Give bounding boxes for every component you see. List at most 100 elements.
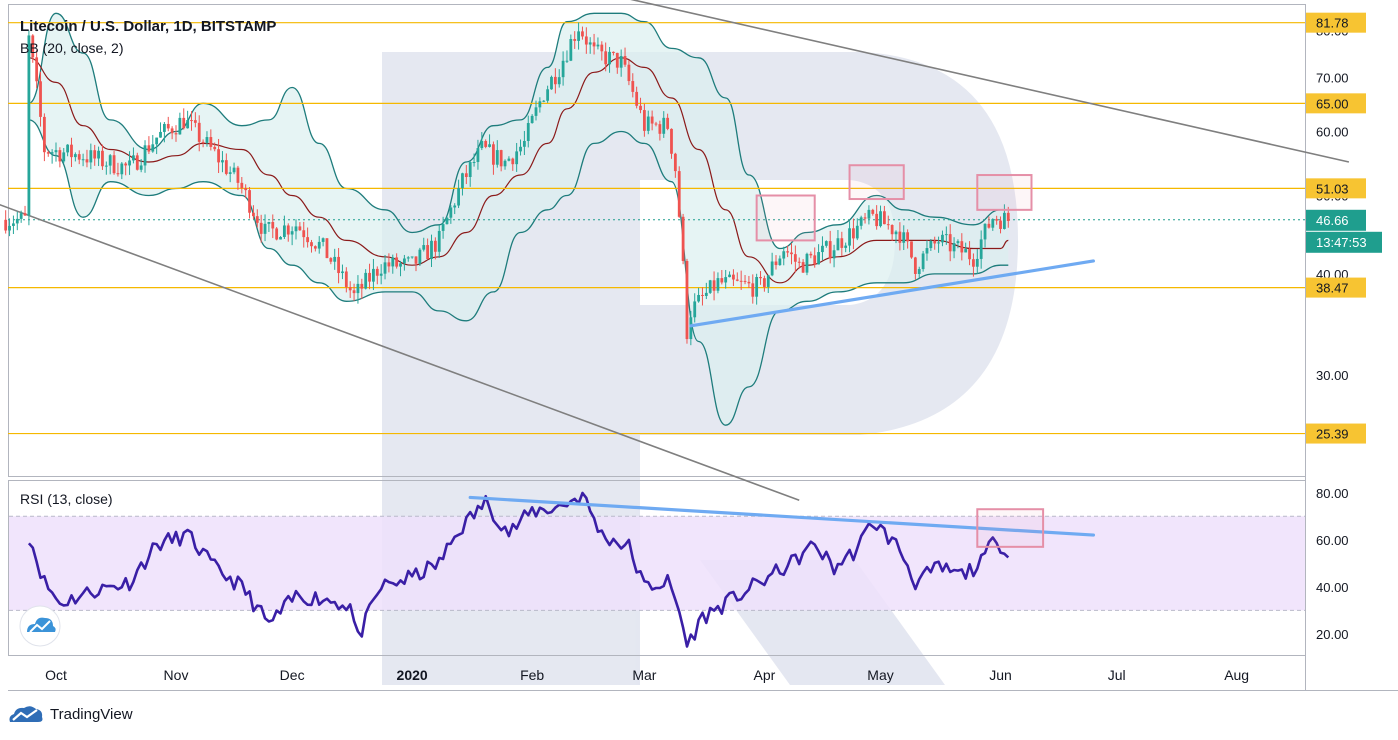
candle-body [925,248,929,254]
support-trendline[interactable] [689,259,1096,328]
candle [724,269,728,289]
candle [546,85,550,103]
candle-body [159,131,162,138]
candle-body [902,232,906,243]
candle [468,161,472,187]
candle-body [8,225,11,231]
candle [592,33,596,55]
candle [848,221,851,253]
candle-body [333,256,337,262]
rsi-resistance-line[interactable] [468,495,1096,537]
candle [913,256,917,280]
candle [391,254,395,274]
candle-body [232,167,236,173]
candles [4,22,1010,346]
candle-body [248,190,251,213]
candle-body [944,234,948,236]
candle-body [666,117,670,129]
candle-body [774,261,778,266]
candle-body [507,158,511,161]
candle-body [840,238,844,248]
candle [728,271,731,278]
candle [282,215,286,240]
candle-body [348,287,352,291]
candle-body [162,123,166,132]
candle [449,205,453,224]
candle-body [855,225,859,239]
bb-upper-band [28,12,1009,250]
candle [42,113,46,162]
candle-body [209,137,213,147]
candle-body [786,251,790,253]
candle [310,239,313,253]
candle-body [968,249,971,260]
candle [248,186,251,219]
rsi-highlight-box[interactable] [976,508,1045,548]
tradingview-brand[interactable]: TradingView [8,704,133,724]
level-tag-label: 81.78 [1316,16,1349,31]
candle [399,260,402,277]
candle [499,149,503,172]
tradingview-label: TradingView [50,705,133,723]
candle [348,281,352,298]
candle [948,224,952,262]
candle-body [522,140,526,147]
channel-line-upper[interactable] [346,0,1350,163]
candle [89,143,93,170]
candle-body [372,268,375,282]
channel-line-lower[interactable] [0,203,800,501]
candle-body [612,51,615,53]
candle [902,225,906,251]
candle-body [910,241,913,258]
cloud-button[interactable] [19,605,61,647]
candle [975,249,979,274]
candle-body [480,140,484,149]
candle [542,100,546,103]
candle [279,236,282,240]
candle-body [592,42,596,47]
candle-body [1006,212,1010,221]
candle [464,165,468,185]
candle [151,135,155,153]
candle [739,270,743,290]
candle [46,150,50,157]
highlight-box[interactable] [976,174,1033,211]
candle [538,97,542,113]
candle [701,287,704,306]
candle [108,154,112,175]
candle [762,275,766,292]
candle [747,275,751,289]
candle-body [255,216,259,223]
bb-fill [28,13,1009,426]
candle [344,267,348,293]
candle-body [128,160,131,166]
candle-body [290,231,294,235]
candle-body [937,242,940,244]
candle-body [236,167,240,183]
candle-body [410,256,414,258]
candle-body [205,137,209,143]
candle-body [650,116,654,124]
candle [132,147,135,164]
candle-body [201,141,205,143]
candle [964,242,968,253]
candle [116,162,120,177]
candle [906,229,910,249]
rsi-pane[interactable] [9,491,1305,648]
candle-body [526,123,530,141]
candle-body [639,105,642,111]
candle [832,244,836,268]
rsi-label: RSI (13, close) [20,491,113,507]
highlight-box[interactable] [755,194,816,242]
candle-body [344,271,348,288]
candle-body [755,277,759,297]
candle [561,51,565,86]
candle [743,275,747,285]
time-axis-label: Aug [1224,667,1249,683]
candle [681,213,685,265]
highlight-box[interactable] [848,164,905,201]
price-tick-label: 30.00 [1316,368,1349,383]
candle [639,97,642,114]
price-pane[interactable] [0,0,1350,501]
rsi-band [9,516,1305,611]
